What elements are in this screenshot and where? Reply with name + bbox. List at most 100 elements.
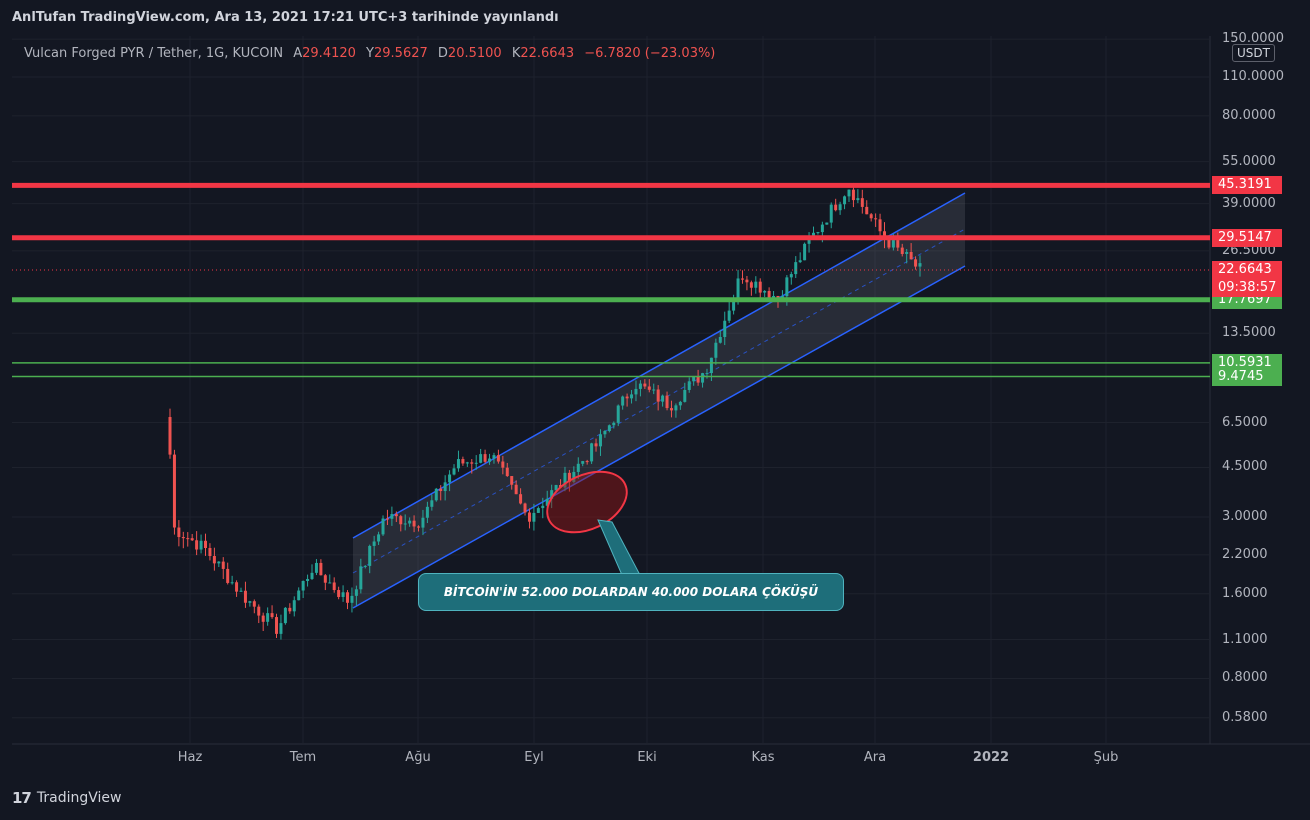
candle (261, 612, 265, 632)
level-price-label: 45.3191 (1212, 176, 1282, 195)
low-label: D (437, 46, 448, 61)
candle (434, 487, 438, 502)
candle (740, 270, 744, 284)
candle (882, 222, 886, 249)
price-tick: 1.6000 (1222, 585, 1268, 601)
candle (572, 466, 576, 484)
candle (266, 607, 270, 626)
candle (909, 243, 913, 260)
candle (252, 599, 256, 614)
price-tick: 1.1000 (1222, 631, 1268, 647)
candle (612, 421, 616, 429)
candle (195, 531, 199, 556)
candle (319, 559, 323, 576)
candle (448, 470, 452, 492)
price-tick: 6.5000 (1222, 414, 1268, 430)
candle (230, 575, 234, 585)
time-tick: Ağu (405, 750, 431, 765)
candle (869, 212, 873, 222)
candle (590, 442, 594, 464)
candle (168, 408, 172, 459)
time-tick: Şub (1093, 750, 1119, 765)
candle (789, 271, 793, 285)
candle (310, 564, 314, 581)
candle (297, 587, 301, 601)
candle (235, 580, 239, 597)
currency-unit[interactable]: USDT (1232, 44, 1275, 62)
top-bar: AnlTufan TradingView.com, Ara 13, 2021 1… (0, 0, 1310, 36)
candle (323, 573, 327, 591)
candle (798, 252, 802, 264)
grid (12, 36, 1310, 745)
candle (172, 449, 176, 535)
candle (825, 222, 829, 225)
candle (479, 448, 483, 464)
candle (368, 544, 372, 574)
candle (878, 213, 882, 240)
candle (377, 531, 381, 545)
candle (585, 459, 589, 465)
candle (665, 391, 669, 411)
channel-lower-line (352, 265, 966, 609)
candle (523, 502, 527, 516)
candle (452, 464, 456, 476)
candle (501, 455, 505, 475)
candle (581, 460, 585, 467)
low-value: 20.5100 (447, 46, 502, 61)
candle (687, 377, 691, 393)
candle (794, 256, 798, 279)
time-tick: Ara (863, 750, 887, 765)
crash-ellipse (546, 470, 628, 534)
candle (212, 547, 216, 571)
candles (168, 182, 922, 640)
candle (749, 280, 753, 296)
price-tick: 13.5000 (1222, 325, 1276, 341)
candle (275, 613, 279, 639)
candle (474, 455, 478, 470)
candle (288, 603, 292, 614)
candle (456, 450, 460, 472)
candle (621, 395, 625, 410)
candle (408, 517, 412, 527)
candle (354, 585, 358, 606)
candle (390, 506, 394, 526)
candle (829, 202, 833, 229)
candle (714, 338, 718, 365)
price-tick: 39.0000 (1222, 195, 1276, 211)
channel-median-line (352, 228, 966, 574)
time-tick: Tem (289, 750, 317, 765)
candle (683, 382, 687, 403)
candle (301, 580, 305, 599)
candle (314, 559, 318, 576)
candle (847, 189, 851, 202)
candle (607, 424, 611, 433)
symbol-legend: Vulcan Forged PYR / Tether, 1G, KUCOIN A… (24, 46, 715, 61)
candle (465, 461, 469, 467)
price-tick: 110.0000 (1222, 69, 1285, 84)
candle (758, 278, 762, 299)
candle (763, 290, 767, 298)
candle (505, 462, 509, 477)
candle (337, 586, 341, 600)
candle (292, 596, 296, 617)
candle (470, 459, 474, 474)
candle (727, 301, 731, 324)
time-tick: Eyl (524, 750, 544, 765)
candle (492, 452, 496, 464)
price-tick: 4.5000 (1222, 459, 1268, 475)
candle (510, 476, 514, 490)
candle (346, 590, 350, 610)
footer: 17 TradingView (12, 789, 121, 807)
candle (328, 574, 332, 584)
candle (279, 614, 283, 640)
candle (856, 189, 860, 204)
candle (226, 562, 230, 585)
candle (661, 394, 665, 407)
candle (439, 485, 443, 501)
candle (669, 400, 673, 418)
candle (217, 561, 221, 568)
price-tick: 0.5800 (1222, 709, 1268, 725)
footer-brand: TradingView (36, 790, 122, 806)
candle (350, 587, 354, 613)
